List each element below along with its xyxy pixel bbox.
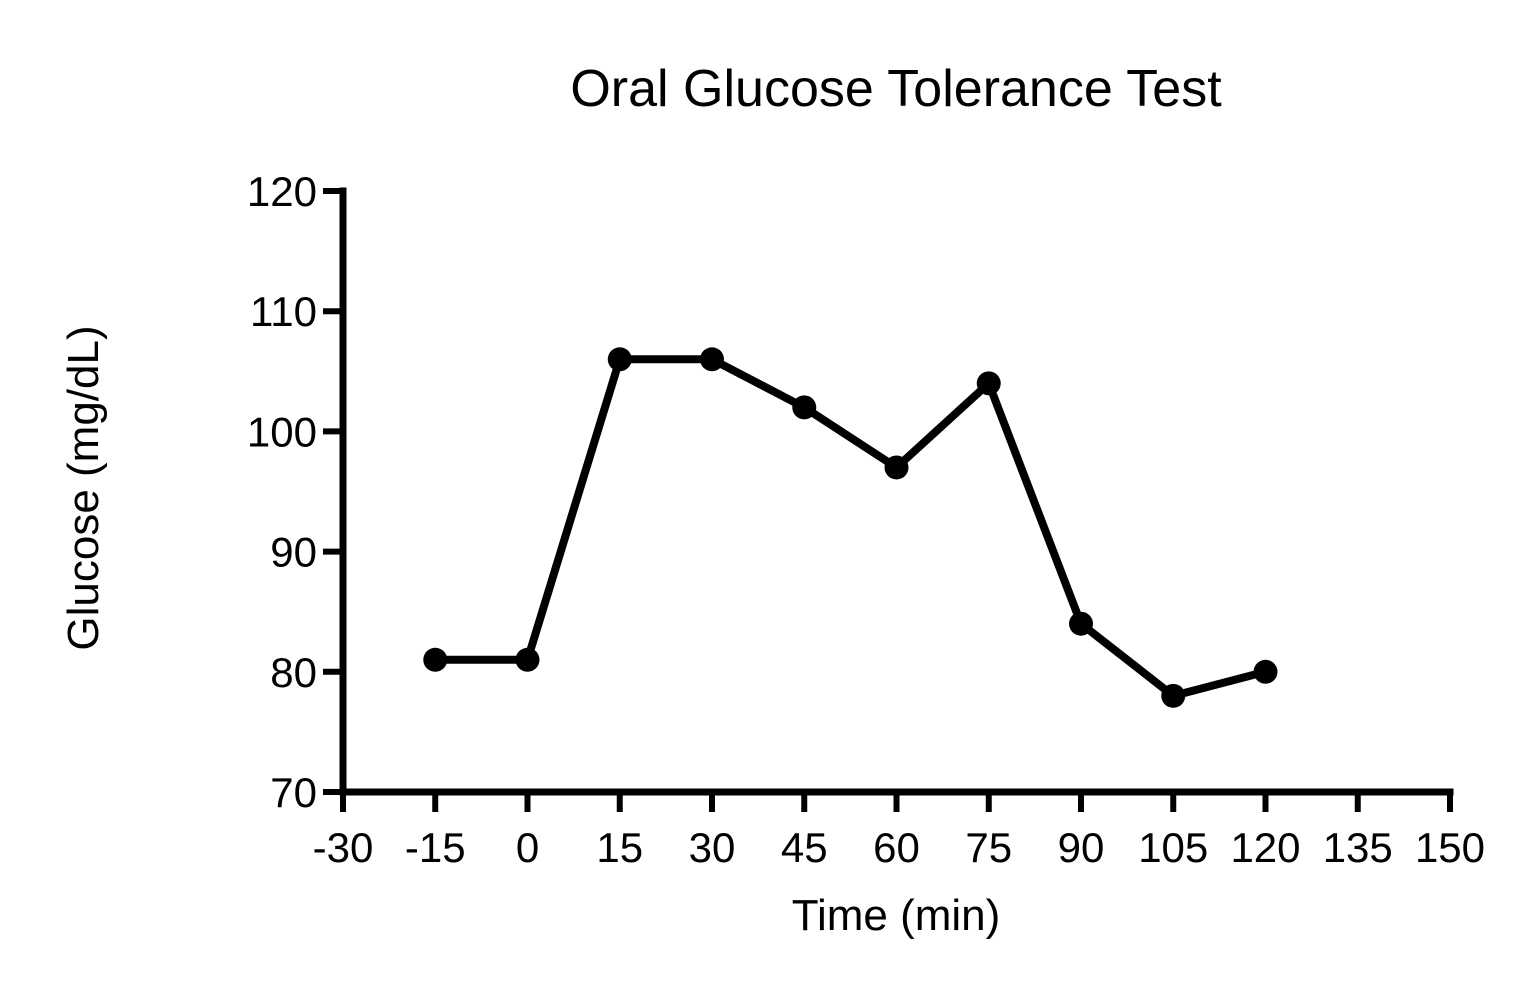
x-tick-label: 75 bbox=[965, 824, 1012, 871]
y-tick-label: 90 bbox=[270, 529, 317, 576]
series-line bbox=[431, 355, 1270, 700]
series-layer bbox=[423, 347, 1278, 708]
data-point bbox=[515, 647, 540, 672]
x-tick-label: 30 bbox=[689, 824, 736, 871]
x-tick-label: 120 bbox=[1230, 824, 1300, 871]
y-tick-label: 100 bbox=[247, 408, 317, 455]
data-point bbox=[1161, 683, 1186, 708]
x-tick-label: 60 bbox=[873, 824, 920, 871]
data-point bbox=[607, 347, 632, 372]
x-axis-label: Time (min) bbox=[792, 891, 1001, 940]
x-tick-label: 135 bbox=[1323, 824, 1393, 871]
x-tick-label: 45 bbox=[781, 824, 828, 871]
data-point bbox=[1069, 611, 1093, 636]
data-point bbox=[700, 347, 724, 372]
y-tick-label: 80 bbox=[270, 649, 317, 696]
x-tick-label: 15 bbox=[596, 824, 643, 871]
data-point bbox=[423, 647, 448, 672]
x-tick-label: -30 bbox=[313, 824, 374, 871]
chart-title: Oral Glucose Tolerance Test bbox=[570, 60, 1222, 118]
data-point bbox=[1253, 659, 1278, 684]
y-tick-label: 70 bbox=[270, 769, 317, 816]
x-tick-label: -15 bbox=[405, 824, 466, 871]
y-tick-label: 110 bbox=[250, 288, 317, 335]
x-tick-label: 0 bbox=[516, 824, 539, 871]
x-tick-label: 150 bbox=[1415, 824, 1485, 871]
y-tick-label: 120 bbox=[247, 168, 317, 215]
x-tick-label: 105 bbox=[1138, 824, 1208, 871]
x-tick-label: 90 bbox=[1058, 824, 1105, 871]
y-axis-label: Glucose (mg/dL) bbox=[59, 325, 108, 650]
axis-ticks: -30 -15 0 15 30 45 60 75 90 105 120 135 150 70 80 90 100… bbox=[247, 168, 1485, 871]
data-point bbox=[884, 455, 909, 480]
data-point bbox=[976, 371, 1001, 396]
data-point bbox=[792, 395, 817, 420]
